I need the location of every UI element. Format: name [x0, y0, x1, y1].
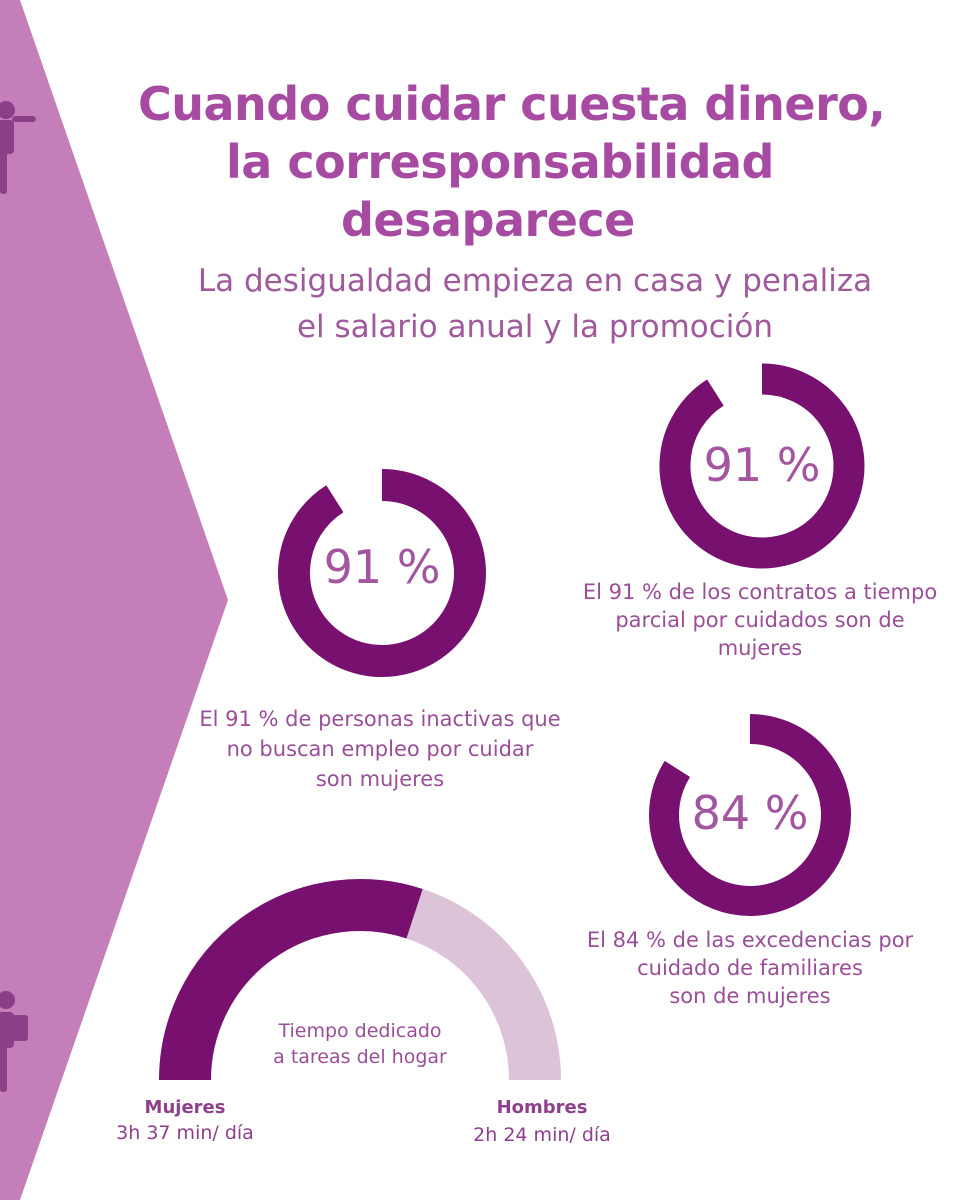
subtitle-line-1: La desigualdad empieza en casa y penaliz…	[197, 263, 873, 299]
legend-label-mujeres: Mujeres	[144, 1097, 226, 1118]
ring-2-value: 91 %	[703, 438, 821, 492]
ring-2-segment-mujeres	[659, 363, 865, 569]
ring-1-segment-mujeres	[278, 469, 486, 677]
ring-2-caption-line-3: mujeres	[717, 636, 803, 660]
ring-3-value: 84 %	[691, 786, 809, 840]
ring-3-caption-line-2: cuidado de familiares	[637, 956, 863, 980]
legend-label-hombres: Hombres	[496, 1097, 588, 1118]
ring-1-caption-line-3: son mujeres	[315, 767, 445, 791]
gauge-center-line-1: Tiempo dedicado	[278, 1020, 442, 1042]
title-line-1: Cuando cuidar cuesta dinero,	[138, 77, 886, 131]
ring-3-caption-line-3: son de mujeres	[669, 984, 831, 1008]
gauge-segment-mujeres	[159, 879, 423, 1081]
gauge-center-line-2: a tareas del hogar	[273, 1046, 447, 1068]
legend-value-mujeres: 3h 37 min/ día	[116, 1122, 254, 1144]
ring-3-caption-line-1: El 84 % de las excedencias por	[586, 928, 914, 952]
chevron-shape	[0, 0, 228, 1200]
ring-1-caption-line-1: El 91 % de personas inactivas que	[199, 707, 561, 731]
ring-2-caption-line-1: El 91 % de los contratos a tiempo	[582, 580, 938, 604]
person-icon	[0, 991, 28, 1092]
ring-1-caption-line-2: no buscan empleo por cuidar	[226, 737, 534, 761]
gauge-segment-hombres	[405, 889, 561, 1081]
title-line-3: desaparece	[341, 193, 635, 247]
title-line-2: la corresponsabilidad	[226, 135, 774, 189]
subtitle-line-2: el salario anual y la promoción	[296, 309, 774, 345]
legend-value-hombres: 2h 24 min/ día	[473, 1124, 611, 1146]
ring-3-segment-mujeres	[649, 714, 851, 916]
person-icon	[0, 101, 36, 194]
ring-1-value: 91 %	[323, 540, 441, 594]
ring-2-caption-line-2: parcial por cuidados son de	[615, 608, 905, 632]
